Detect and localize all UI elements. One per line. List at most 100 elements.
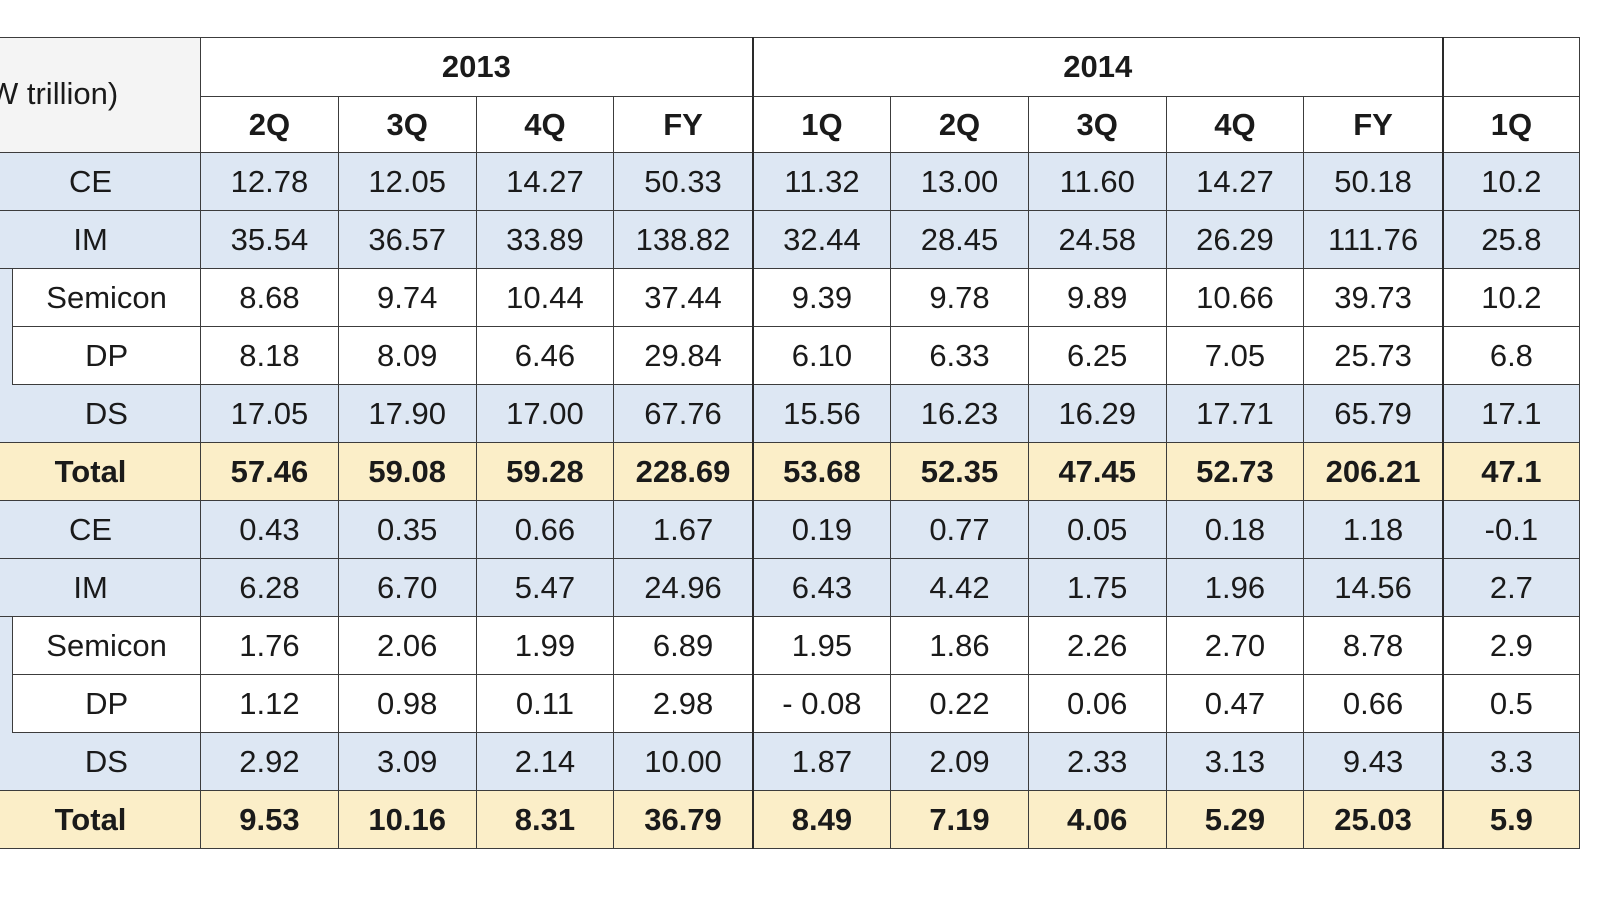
value-cell: 67.76: [613, 384, 754, 443]
value-cell: 7.05: [1165, 326, 1305, 385]
row-indent-spacer: [0, 384, 13, 443]
value-cell: 9.53: [200, 790, 339, 849]
value-cell: 25.73: [1303, 326, 1444, 385]
row-label: CE: [0, 152, 202, 211]
value-cell: 0.43: [200, 500, 339, 559]
value-cell: 2.06: [337, 616, 477, 675]
value-cell: 0.98: [337, 674, 477, 733]
value-cell: 0.35: [337, 500, 477, 559]
value-cell: 28.45: [890, 210, 1029, 269]
value-cell: 8.78: [1303, 616, 1444, 675]
table-row: Total 9.53 10.16 8.31 36.79 8.49 7.19 4.06 5.29 2…: [0, 790, 1580, 849]
table-row: CE 12.78 12.05 14.27 50.33 11.32 13.00 11.60 14.…: [0, 152, 1580, 211]
value-cell: 0.5: [1441, 674, 1580, 733]
value-cell: 1.76: [200, 616, 339, 675]
value-cell: 52.35: [890, 442, 1029, 501]
table-row: IM 6.28 6.70 5.47 24.96 6.43 4.42 1.75 1.96 14.56…: [0, 558, 1580, 617]
value-cell: - 0.08: [751, 674, 892, 733]
value-cell: 0.11: [475, 674, 615, 733]
value-cell: 2.98: [613, 674, 754, 733]
quarter-header: FY: [613, 96, 754, 153]
value-cell: 13.00: [890, 152, 1029, 211]
value-cell: 1.12: [200, 674, 339, 733]
row-label: CE: [0, 500, 202, 559]
value-cell: 4.06: [1027, 790, 1167, 849]
value-cell: 4.42: [890, 558, 1029, 617]
value-cell: 1.86: [890, 616, 1029, 675]
quarter-header: 3Q: [337, 96, 477, 153]
row-label: Semicon: [12, 268, 202, 327]
value-cell: 17.1: [1441, 384, 1580, 443]
value-cell: 10.2: [1441, 268, 1580, 327]
year-header-2015: [1441, 37, 1580, 97]
value-cell: 25.03: [1303, 790, 1444, 849]
value-cell: 228.69: [613, 442, 754, 501]
value-cell: 36.79: [613, 790, 754, 849]
value-cell: 8.09: [337, 326, 477, 385]
value-cell: 12.05: [337, 152, 477, 211]
value-cell: 6.43: [751, 558, 892, 617]
value-cell: 9.74: [337, 268, 477, 327]
value-cell: 6.33: [890, 326, 1029, 385]
value-cell: 2.70: [1165, 616, 1305, 675]
value-cell: 1.96: [1165, 558, 1305, 617]
value-cell: 2.33: [1027, 732, 1167, 791]
value-cell: 59.08: [337, 442, 477, 501]
value-cell: 1.18: [1303, 500, 1444, 559]
value-cell: 0.18: [1165, 500, 1305, 559]
value-cell: 65.79: [1303, 384, 1444, 443]
value-cell: 5.47: [475, 558, 615, 617]
row-label: Semicon: [12, 616, 202, 675]
table-row: Semicon 8.68 9.74 10.44 37.44 9.39 9.78 9.89 10.…: [0, 268, 1580, 327]
value-cell: 2.9: [1441, 616, 1580, 675]
value-cell: 111.76: [1303, 210, 1444, 269]
value-cell: 17.00: [475, 384, 615, 443]
value-cell: 2.26: [1027, 616, 1167, 675]
value-cell: 0.66: [1303, 674, 1444, 733]
row-label: DP: [12, 674, 202, 733]
value-cell: 9.78: [890, 268, 1029, 327]
value-cell: 53.68: [751, 442, 892, 501]
unit-label: W trillion): [0, 37, 202, 153]
value-cell: 8.31: [475, 790, 615, 849]
value-cell: 2.14: [475, 732, 615, 791]
quarter-header: 1Q: [751, 96, 892, 153]
table-row: DS 17.05 17.90 17.00 67.76 15.56 16.23 16.29 17.…: [0, 384, 1580, 443]
value-cell: 16.23: [890, 384, 1029, 443]
value-cell: 0.47: [1165, 674, 1305, 733]
value-cell: 10.16: [337, 790, 477, 849]
value-cell: 2.92: [200, 732, 339, 791]
value-cell: 5.9: [1441, 790, 1580, 849]
value-cell: 3.3: [1441, 732, 1580, 791]
value-cell: 1.87: [751, 732, 892, 791]
value-cell: 29.84: [613, 326, 754, 385]
value-cell: 17.90: [337, 384, 477, 443]
value-cell: 8.18: [200, 326, 339, 385]
value-cell: 12.78: [200, 152, 339, 211]
quarter-header: 3Q: [1027, 96, 1167, 153]
year-header-2014: 2014: [751, 37, 1444, 97]
year-header-2013: 2013: [200, 37, 754, 97]
value-cell: 24.58: [1027, 210, 1167, 269]
value-cell: 0.66: [475, 500, 615, 559]
table-row: Total 57.46 59.08 59.28 228.69 53.68 52.35 47.4…: [0, 442, 1580, 501]
value-cell: 14.27: [475, 152, 615, 211]
value-cell: 8.49: [751, 790, 892, 849]
table-row: DP 1.12 0.98 0.11 2.98- 0.08 0.22 0.06 0.47 0.66…: [0, 674, 1580, 733]
row-indent-spacer: [0, 732, 13, 791]
value-cell: 17.05: [200, 384, 339, 443]
value-cell: 7.19: [890, 790, 1029, 849]
row-label: DS: [12, 384, 202, 443]
value-cell: 6.89: [613, 616, 754, 675]
row-indent-spacer: [0, 268, 14, 327]
row-indent-spacer: [0, 326, 14, 385]
value-cell: 6.28: [200, 558, 339, 617]
table-row: DS 2.92 3.09 2.14 10.00 1.87 2.09 2.33 3.13 9.43 3…: [0, 732, 1580, 791]
row-indent-spacer: [0, 674, 14, 733]
value-cell: 6.10: [751, 326, 892, 385]
quarter-header: 2Q: [890, 96, 1029, 153]
table-row: IM 35.54 36.57 33.89 138.82 32.44 28.45 24.58 26…: [0, 210, 1580, 269]
value-cell: 35.54: [200, 210, 339, 269]
value-cell: 0.06: [1027, 674, 1167, 733]
value-cell: 9.43: [1303, 732, 1444, 791]
